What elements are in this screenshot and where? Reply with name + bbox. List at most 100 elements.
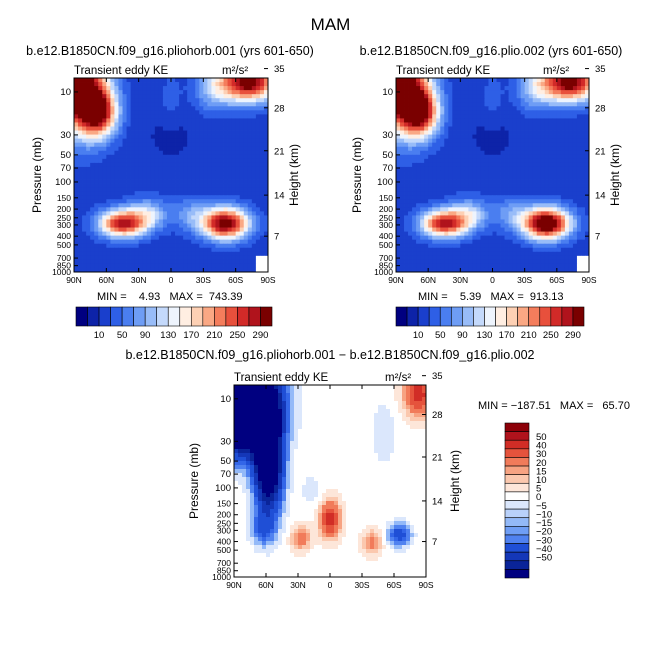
heatmap-cell	[448, 98, 453, 103]
heatmap-cell	[203, 102, 208, 107]
heatmap-cell	[254, 385, 259, 390]
heatmap-cell	[94, 90, 99, 95]
heatmap-cell	[408, 223, 413, 228]
heatmap-cell	[576, 170, 582, 176]
heatmap-cell	[142, 102, 148, 107]
heatmap-cell	[138, 134, 144, 140]
heatmap-cell	[560, 94, 566, 99]
heatmap-cell	[243, 126, 249, 131]
heatmap-cell	[378, 385, 383, 390]
heatmap-cell	[138, 146, 144, 152]
heatmap-cell	[532, 231, 538, 237]
heatmap-cell	[548, 191, 554, 196]
heatmap-cell	[102, 267, 107, 273]
heatmap-cell	[396, 219, 401, 224]
heatmap-cell	[235, 207, 241, 212]
heatmap-cell	[480, 134, 485, 140]
heatmap-cell	[456, 211, 461, 216]
colorbar-swatch	[190, 306, 204, 327]
heatmap-cell	[480, 199, 485, 204]
heatmap-cell	[294, 389, 299, 394]
heatmap-cell	[219, 251, 224, 257]
heatmap-cell	[130, 146, 136, 152]
heatmap-cell	[231, 227, 237, 232]
heatmap-cell	[122, 231, 127, 237]
heatmap-cell	[420, 187, 425, 192]
heatmap-cell	[484, 170, 489, 176]
heatmap-cell	[203, 90, 208, 95]
heatmap-cell	[424, 98, 429, 103]
heatmap-cell	[106, 126, 111, 131]
heatmap-cell	[175, 247, 180, 253]
heatmap-cell	[227, 162, 233, 168]
heatmap-cell	[219, 130, 224, 135]
heatmap-cell	[520, 183, 526, 188]
heatmap-cell	[251, 247, 257, 253]
heatmap-cell	[142, 78, 148, 83]
heatmap-cell	[243, 130, 249, 135]
heatmap-cell	[504, 102, 509, 107]
heatmap-cell	[122, 122, 127, 127]
heatmap-cell	[146, 187, 152, 192]
heatmap-cell	[556, 114, 562, 119]
heatmap-cell	[516, 235, 522, 241]
heatmap-cell	[223, 162, 228, 168]
heatmap-cell	[500, 243, 505, 249]
panel-diff-plot-area	[234, 385, 427, 578]
heatmap-cell	[492, 78, 497, 83]
heatmap-cell	[432, 130, 437, 135]
heatmap-cell	[263, 199, 269, 204]
heatmap-cell	[146, 227, 152, 232]
heatmap-cell	[464, 138, 469, 144]
heatmap-cell	[162, 122, 168, 127]
heatmap-cell	[322, 385, 327, 390]
heatmap-cell	[416, 187, 421, 192]
heatmap-cell	[420, 227, 425, 232]
heatmap-cell	[500, 211, 505, 216]
heatmap-cell	[154, 158, 160, 164]
heatmap-cell	[183, 158, 188, 164]
heatmap-cell	[556, 199, 562, 204]
heatmap-cell	[110, 126, 115, 131]
heatmap-cell	[130, 114, 136, 119]
heatmap-cell	[452, 195, 457, 200]
heatmap-cell	[247, 110, 253, 115]
heatmap-cell	[580, 102, 586, 107]
colorbar-label: 170	[499, 330, 515, 341]
heatmap-cell	[452, 203, 457, 208]
heatmap-cell	[334, 385, 339, 390]
heatmap-cell	[496, 98, 501, 103]
heatmap-cell	[122, 179, 127, 184]
heatmap-cell	[78, 203, 83, 208]
heatmap-cell	[74, 106, 79, 111]
heatmap-cell	[227, 215, 233, 220]
heatmap-cell	[480, 263, 485, 269]
heatmap-cell	[199, 82, 204, 87]
heatmap-cell	[259, 162, 265, 168]
heatmap-cell	[251, 207, 257, 212]
heatmap-cell	[396, 82, 401, 87]
heatmap-cell	[500, 251, 505, 257]
heatmap-cell	[528, 259, 534, 265]
heatmap-cell	[400, 235, 405, 241]
heatmap-cell	[146, 126, 152, 131]
heatmap-cell	[444, 227, 449, 232]
heatmap-cell	[122, 191, 127, 196]
colorbar-swatch	[484, 306, 496, 327]
heatmap-cell	[568, 187, 574, 192]
heatmap-cell	[408, 263, 413, 269]
heatmap-cell	[440, 162, 445, 168]
heatmap-cell	[440, 86, 445, 91]
heatmap-cell	[138, 158, 144, 164]
heatmap-cell	[86, 251, 91, 257]
heatmap-cell	[255, 223, 261, 228]
heatmap-cell	[98, 102, 103, 107]
heatmap-cell	[560, 154, 566, 160]
heatmap-cell	[584, 247, 590, 253]
heatmap-cell	[239, 142, 245, 148]
heatmap-cell	[432, 118, 437, 123]
heatmap-cell	[154, 106, 160, 111]
heatmap-cell	[572, 98, 578, 103]
heatmap-cell	[211, 215, 216, 220]
heatmap-cell	[396, 130, 401, 135]
